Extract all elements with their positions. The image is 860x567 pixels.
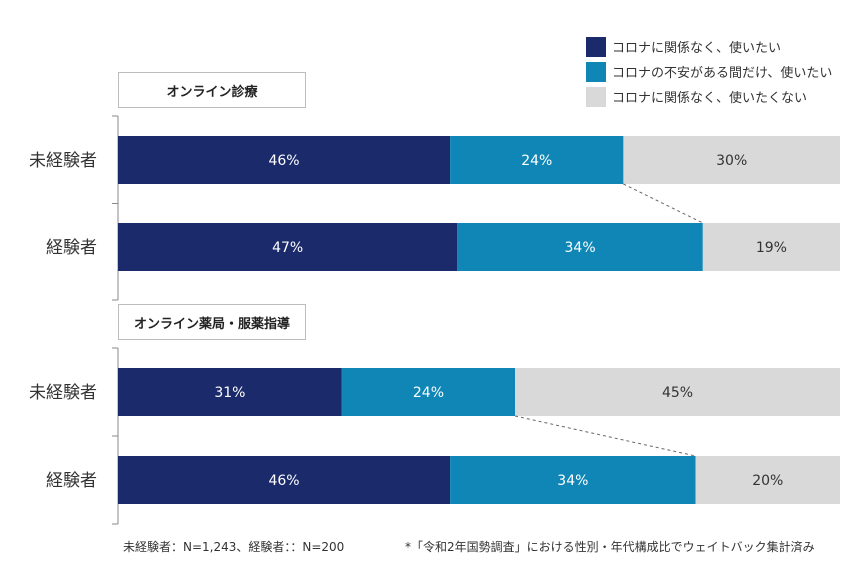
bar-segment [118,368,342,416]
legend-swatch [586,61,606,82]
legend-label: コロナに関係なく、使いたい [612,41,782,56]
data-label: 30% [716,153,747,169]
legend-item-series-1: コロナに関係なく、使いたい [586,34,832,59]
bar-segment [515,368,840,416]
footnote-sample-size: 未経験者：N=1,243、経験者：：N=200 [123,540,345,554]
legend-item-series-3: コロナに関係なく、使いたくない [586,84,832,109]
bar-segment [457,223,703,271]
data-label: 46% [268,473,299,489]
bar-segment [450,456,696,504]
category-label: 未経験者 [29,383,97,403]
legend: コロナに関係なく、使いたい コロナの不安がある間だけ、使いたい コロナに関係なく… [586,34,832,109]
bar-segment [341,368,516,416]
bar-segment [623,136,840,184]
category-label: 経験者 [46,471,97,491]
bar-segment [702,223,840,271]
category-label: 経験者 [46,238,97,258]
category-label: 未経験者 [29,151,97,171]
section-title-online-pharmacy: オンライン薬局・服薬指導 [118,304,306,340]
section-title-online-consultation: オンライン診療 [118,72,306,108]
bar-segment [118,456,451,504]
data-label: 31% [214,385,245,401]
legend-swatch [586,86,606,107]
data-label: 24% [521,153,552,169]
legend-swatch [586,36,606,57]
data-label: 46% [268,153,299,169]
legend-label: コロナに関係なく、使いたくない [612,91,808,106]
legend-label: コロナの不安がある間だけ、使いたい [612,66,833,81]
legend-item-series-2: コロナの不安がある間だけ、使いたい [586,59,832,84]
bar-segment [695,456,840,504]
data-label: 20% [752,473,783,489]
footnote-weighting: *「令和2年国勢調査」における性別・年代構成比でウェイトバック集計済み [405,540,815,554]
data-label: 47% [272,240,303,256]
data-label: 34% [557,473,588,489]
connector-line [623,183,704,224]
bar-segment [450,136,624,184]
data-label: 34% [565,240,596,256]
data-label: 45% [662,385,693,401]
bar-segment [118,223,458,271]
bar-segment [118,136,451,184]
connector-line [514,415,696,457]
data-label: 24% [413,385,444,401]
data-label: 19% [756,240,787,256]
